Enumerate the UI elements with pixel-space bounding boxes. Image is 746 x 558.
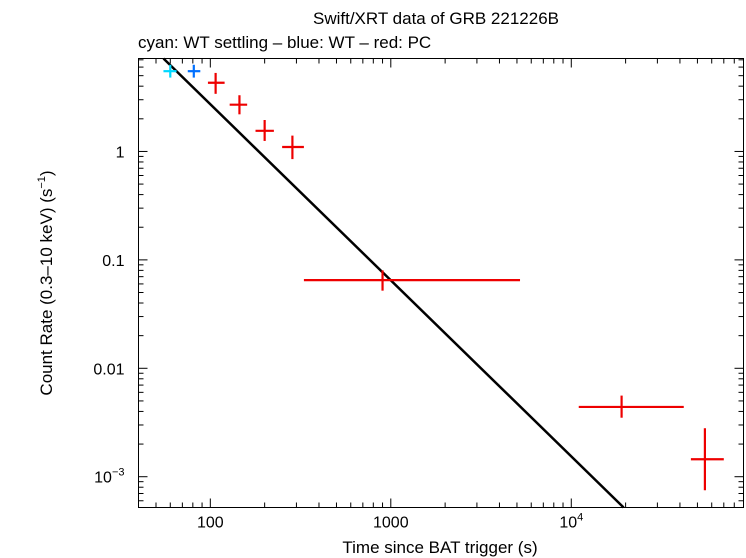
data-point (255, 120, 274, 141)
x-tick-label: 100 (197, 515, 224, 532)
y-tick-label: 0.01 (93, 361, 124, 378)
model-line (162, 57, 625, 509)
data-point (229, 95, 248, 115)
data-point (578, 395, 684, 418)
series-wt (187, 64, 201, 78)
data-point (303, 270, 521, 291)
x-axis-label: Time since BAT trigger (s) (342, 538, 537, 557)
y-axis-label-sup: −1 (36, 176, 48, 189)
y-axis-label: Count Rate (0.3–10 keV) (s−1) (36, 170, 56, 395)
series-wt-settling (163, 64, 177, 78)
x-tick-label: 104 (559, 512, 583, 532)
axis-tick-labels: 100 1000 104 1 0.1 0.01 10−3 (93, 144, 583, 531)
axis-ticks (138, 58, 744, 508)
y-axis-label-main: Count Rate (0.3–10 keV) (s (37, 189, 56, 396)
data-point (282, 135, 304, 160)
plot-frame (138, 58, 744, 508)
y-tick-label: 10−3 (94, 467, 124, 487)
x-tick-label: 1000 (373, 515, 409, 532)
data-point (163, 64, 177, 78)
chart-title: Swift/XRT data of GRB 221226B (313, 9, 559, 28)
y-axis-label-tail: ) (37, 170, 56, 176)
chart-subtitle: cyan: WT settling – blue: WT – red: PC (138, 33, 431, 52)
series-pc (207, 72, 724, 491)
data-point (207, 72, 225, 94)
data-point (187, 64, 201, 78)
model-line-group (162, 57, 625, 509)
data-point (690, 428, 724, 491)
y-tick-label: 0.1 (102, 253, 124, 270)
y-tick-label: 1 (116, 144, 125, 161)
data-points (163, 64, 724, 491)
